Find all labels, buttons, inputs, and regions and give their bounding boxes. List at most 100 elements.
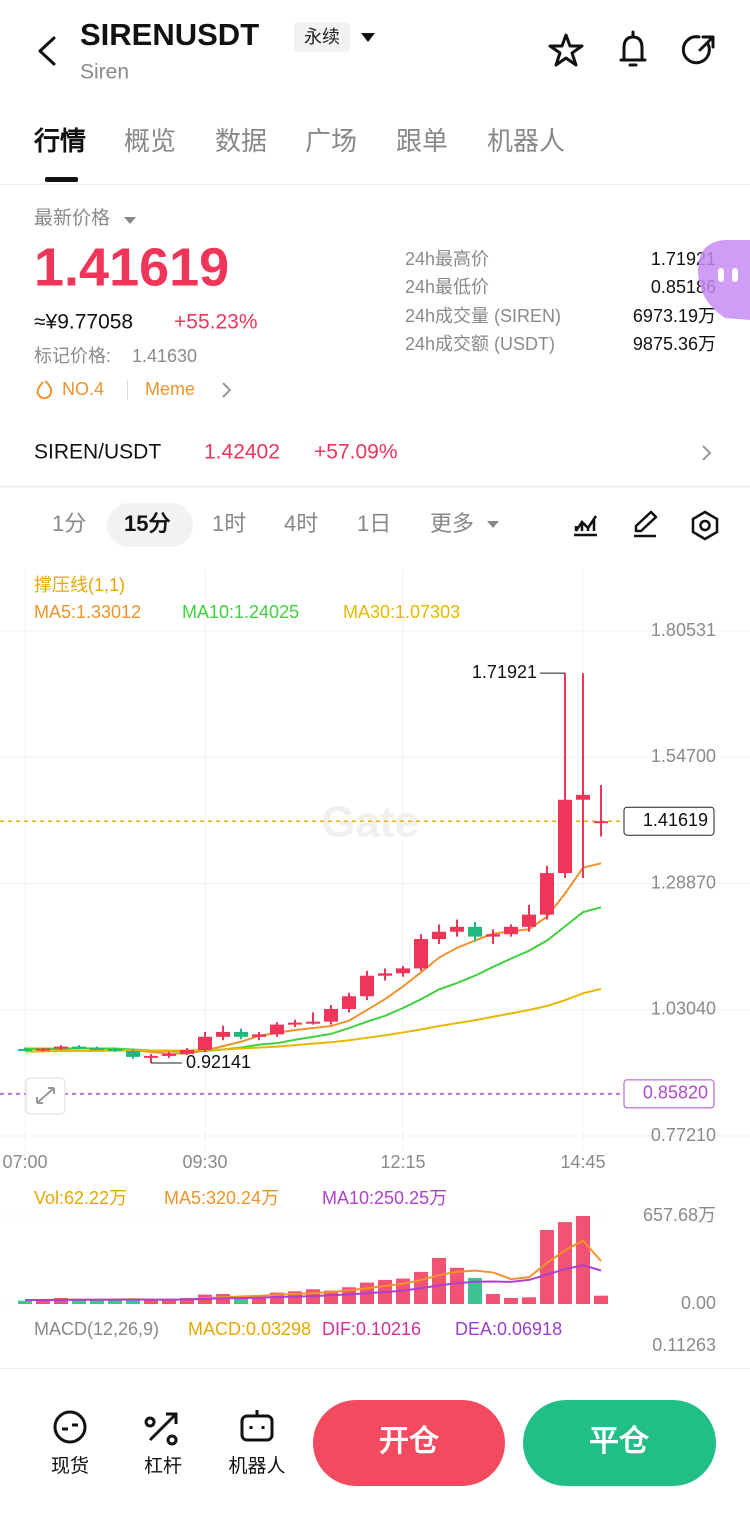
hot-icon [36,380,53,400]
candle-body [180,1050,194,1054]
candle-body [54,1046,68,1049]
last-price: 1.41619 [34,237,229,297]
macd-label: MACD(12,26,9) [34,1319,159,1339]
volume-bar [558,1222,572,1304]
volume-bar [432,1257,446,1304]
tab[interactable]: 数据 [215,126,267,156]
tab[interactable]: 机器人 [487,126,565,156]
spot-icon-arrows [62,1423,78,1431]
volume-bar [594,1295,608,1304]
candle-body [558,799,572,874]
tab[interactable]: 广场 [305,126,357,156]
candle-body [234,1031,248,1037]
bot-icon-face [249,1410,265,1429]
open-button-label[interactable]: 开仓 [379,1425,440,1458]
candle-body [144,1055,158,1058]
stat-label: 24h最高价 [405,249,489,269]
more-dropdown[interactable] [487,521,499,528]
margin-icon [144,1412,178,1446]
volume-bar [450,1267,464,1304]
spot-chevron[interactable] [702,445,712,461]
alert-icon[interactable] [619,30,647,67]
settings-icon[interactable] [691,510,719,541]
x-tick-label: 14:45 [560,1152,605,1172]
mark-price-label: 标记价格: [34,346,111,366]
open-button[interactable] [313,1400,505,1486]
mark-price: 1.41630 [132,346,197,366]
spot-pair[interactable]: SIREN/USDT [34,441,161,464]
nav-label[interactable]: 机器人 [228,1455,285,1477]
volume-bar [252,1296,266,1304]
candle-body [72,1046,86,1049]
candle-body [162,1053,176,1056]
ma-line [25,862,602,1055]
spot-icon [53,1410,87,1444]
candle-body [378,973,392,976]
symbol-subtitle: Siren [80,61,129,84]
draw-icon[interactable] [634,510,658,538]
interval[interactable]: 15分 [124,511,170,536]
candle-body [306,1021,320,1024]
nav-label[interactable]: 现货 [51,1455,89,1477]
rank[interactable]: NO.4 [62,379,104,399]
cny-price: ≈¥9.77058 [34,311,133,334]
x-tick-label: 09:30 [182,1152,227,1172]
interval[interactable]: 4时 [284,511,318,536]
badge-bg [294,22,350,52]
y-tick-label: 1.54700 [651,746,716,766]
volume-bar [324,1290,338,1304]
interval[interactable]: 1日 [357,511,391,536]
candle-body [360,975,374,997]
price-tag-label: 1.41619 [643,810,708,830]
candle-body [576,794,590,800]
legend-entry: MA30:1.07303 [343,602,460,622]
volume-bar [234,1295,248,1304]
x-tick-label: 07:00 [2,1152,47,1172]
tab[interactable]: 行情 [33,126,86,156]
assistant-bubble[interactable] [698,240,750,320]
interval[interactable]: 1分 [52,511,86,536]
interval[interactable]: 更多 [430,511,474,536]
tag[interactable]: Meme [145,379,195,399]
volume-bar [108,1300,122,1304]
candle-body [18,1049,32,1052]
candle-body [270,1024,284,1035]
symbol-dropdown[interactable] [361,33,375,42]
ma-line [25,906,602,1053]
volume-bar [126,1298,140,1304]
volume-bar [36,1299,50,1304]
interval-active-bg [107,503,193,547]
assistant-eye [732,268,738,282]
nav-label[interactable]: 杠杆 [144,1455,182,1477]
contract-badge: 永续 [304,27,340,47]
settings-icon-center [699,519,711,532]
macd-value: MACD:0.03298 [188,1319,311,1339]
price-tag-label: 0.85820 [643,1083,708,1103]
price-tag [623,806,715,836]
indicator-icon[interactable] [574,515,598,537]
tab[interactable]: 跟单 [396,126,448,156]
macd-dea: DEA:0.06918 [455,1319,562,1339]
volume-tick-label: 657.68万 [643,1205,716,1225]
low-label: 0.92141 [186,1052,251,1072]
legend-entry: MA5:1.33012 [34,602,141,622]
candle-body [198,1036,212,1051]
volume-bar [180,1297,194,1304]
volume-bar [72,1299,86,1304]
interval[interactable]: 1时 [212,511,246,536]
close-button[interactable] [523,1400,716,1486]
volume-ma-line [25,1264,602,1301]
tab[interactable]: 概览 [124,126,176,156]
close-button-label[interactable]: 平仓 [589,1425,650,1458]
candle-body [108,1049,122,1052]
share-icon[interactable] [681,35,715,65]
x-tick-label: 12:15 [380,1152,425,1172]
y-tick-label: 1.28870 [651,872,716,892]
volume-bar [162,1299,176,1304]
back-button[interactable] [38,36,56,66]
macd-axis-label: 0.11263 [652,1335,716,1355]
favorite-icon[interactable] [548,33,584,67]
price-label: 最新价格 [34,207,110,229]
candle-body [540,873,554,915]
price-dropdown[interactable] [124,217,136,224]
